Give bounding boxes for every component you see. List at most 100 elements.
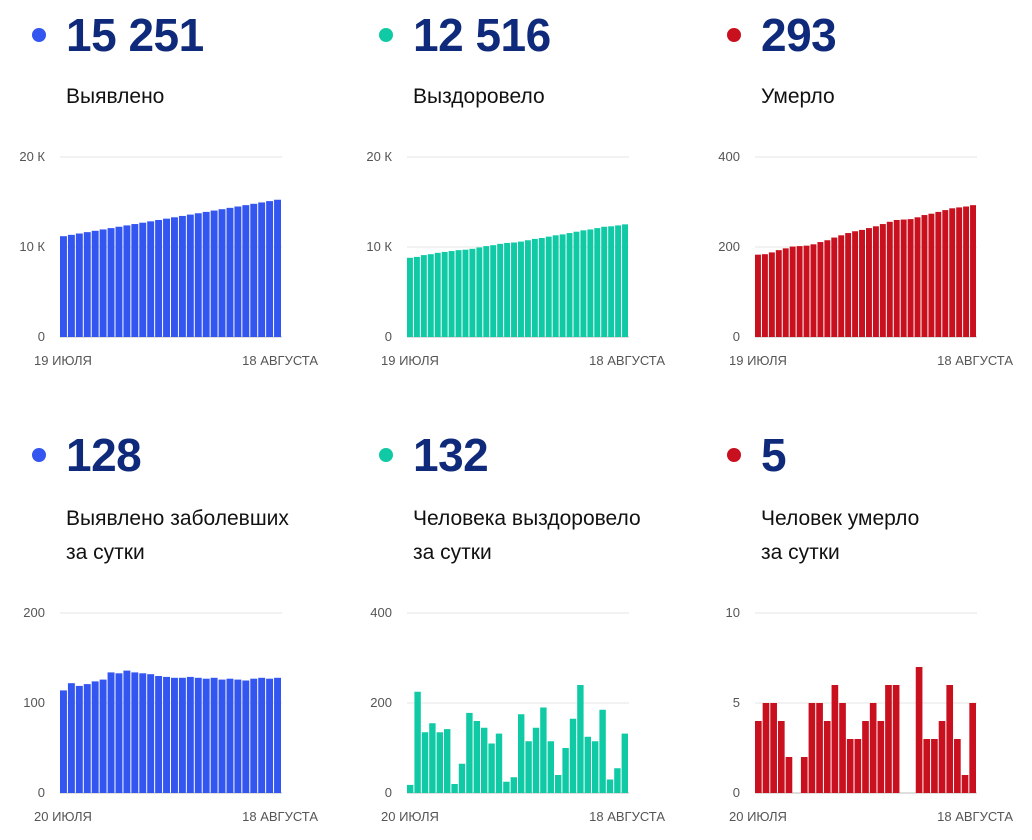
total-detected-number: 15 251 <box>66 9 204 61</box>
bar <box>497 243 504 337</box>
bar <box>949 208 956 337</box>
panel-detected-total: 15 251 Выявлено 0 10 К 20 К 19 ИЮЛЯ 18 АВГУС… <box>19 0 358 420</box>
bar <box>178 215 186 337</box>
bar <box>210 210 218 337</box>
total-deaths-number: 293 <box>761 9 837 61</box>
bar <box>171 677 178 793</box>
bar <box>518 714 525 793</box>
bar <box>946 685 954 793</box>
bar <box>518 241 524 337</box>
bar <box>770 703 777 793</box>
bar <box>99 679 107 793</box>
y-tick-label: 0 <box>38 785 45 800</box>
bar <box>194 213 202 337</box>
bar <box>569 718 577 793</box>
bar <box>872 226 879 337</box>
y-tick-label: 10 <box>726 605 740 620</box>
bar <box>923 739 931 793</box>
x-tick-label-end: 18 АВГУСТА <box>589 809 665 824</box>
bar <box>573 231 580 337</box>
bar <box>900 219 907 337</box>
y-tick-label: 100 <box>23 695 45 710</box>
bar <box>407 257 413 337</box>
bar <box>547 741 554 793</box>
label-line: за сутки <box>66 541 145 564</box>
bar <box>123 225 131 337</box>
red-dot-icon <box>727 448 741 462</box>
bar <box>559 234 566 337</box>
x-tick-label-start: 19 ИЮЛЯ <box>34 353 92 368</box>
y-tick-label: 20 К <box>366 149 392 164</box>
x-tick-label-start: 19 ИЮЛЯ <box>381 353 439 368</box>
x-tick-label-start: 20 ИЮЛЯ <box>381 809 439 824</box>
bar <box>473 721 480 793</box>
y-tick-label: 200 <box>23 605 45 620</box>
bar <box>210 677 218 793</box>
bar <box>458 763 466 793</box>
label-line: Человека выздоровело <box>413 507 641 530</box>
bar <box>115 673 123 793</box>
bar <box>99 229 107 337</box>
daily-recovered-label: Человека выздоровело за сутки <box>413 502 641 570</box>
bar <box>266 201 274 337</box>
bar <box>817 242 824 337</box>
bar <box>552 235 559 337</box>
bar <box>961 775 969 793</box>
bar <box>131 224 139 337</box>
bar <box>407 784 414 793</box>
y-tick-label: 0 <box>38 329 45 344</box>
bar <box>755 721 762 793</box>
y-tick-label: 200 <box>718 239 740 254</box>
bar <box>274 677 281 793</box>
bar <box>954 739 961 793</box>
bar <box>429 723 436 793</box>
bar <box>862 721 869 793</box>
bar <box>587 229 594 337</box>
bar <box>115 226 123 337</box>
bar <box>186 214 194 337</box>
daily-deaths-number: 5 <box>761 429 787 481</box>
bar <box>242 680 250 793</box>
y-tick-label: 10 К <box>366 239 392 254</box>
bar <box>540 707 547 793</box>
bar <box>768 252 775 337</box>
deaths-total-chart: 0 200 400 19 ИЮЛЯ 18 АВГУСТА <box>718 149 1013 368</box>
bar <box>775 250 782 337</box>
bar <box>852 231 859 337</box>
bar <box>455 250 462 337</box>
bar <box>545 236 552 337</box>
bar <box>831 685 839 793</box>
bar <box>481 727 488 793</box>
bar <box>845 233 852 337</box>
bar <box>274 199 281 337</box>
x-tick-label-end: 18 АВГУСТА <box>589 353 665 368</box>
bar <box>970 205 976 337</box>
bar <box>580 230 587 337</box>
bar <box>893 220 900 337</box>
x-tick-label-end: 18 АВГУСТА <box>242 353 318 368</box>
bar <box>510 777 517 793</box>
bar <box>789 246 796 337</box>
blue-dot-icon <box>32 448 46 462</box>
bar <box>885 685 892 793</box>
bar <box>762 703 770 793</box>
bar <box>555 775 562 793</box>
y-tick-label: 200 <box>370 695 392 710</box>
bar <box>469 248 476 337</box>
bar <box>969 703 976 793</box>
x-tick-label-start: 20 ИЮЛЯ <box>729 809 787 824</box>
x-tick-label-start: 19 ИЮЛЯ <box>729 353 787 368</box>
bar <box>800 757 808 793</box>
bar <box>584 736 591 793</box>
bar <box>234 206 242 337</box>
label-line: Умерло <box>761 85 835 108</box>
label-line: за сутки <box>761 541 840 564</box>
bar <box>75 233 83 337</box>
panel-recovered-daily: 132 Человека выздоровело за сутки 0 200 40… <box>370 420 705 840</box>
total-recovered-label: Выздоровело <box>413 80 545 114</box>
bar <box>186 676 194 793</box>
bar <box>879 224 886 337</box>
x-tick-label-end: 18 АВГУСТА <box>937 809 1013 824</box>
daily-deaths-label: Человек умерло за сутки <box>761 502 919 570</box>
bar <box>448 251 455 337</box>
